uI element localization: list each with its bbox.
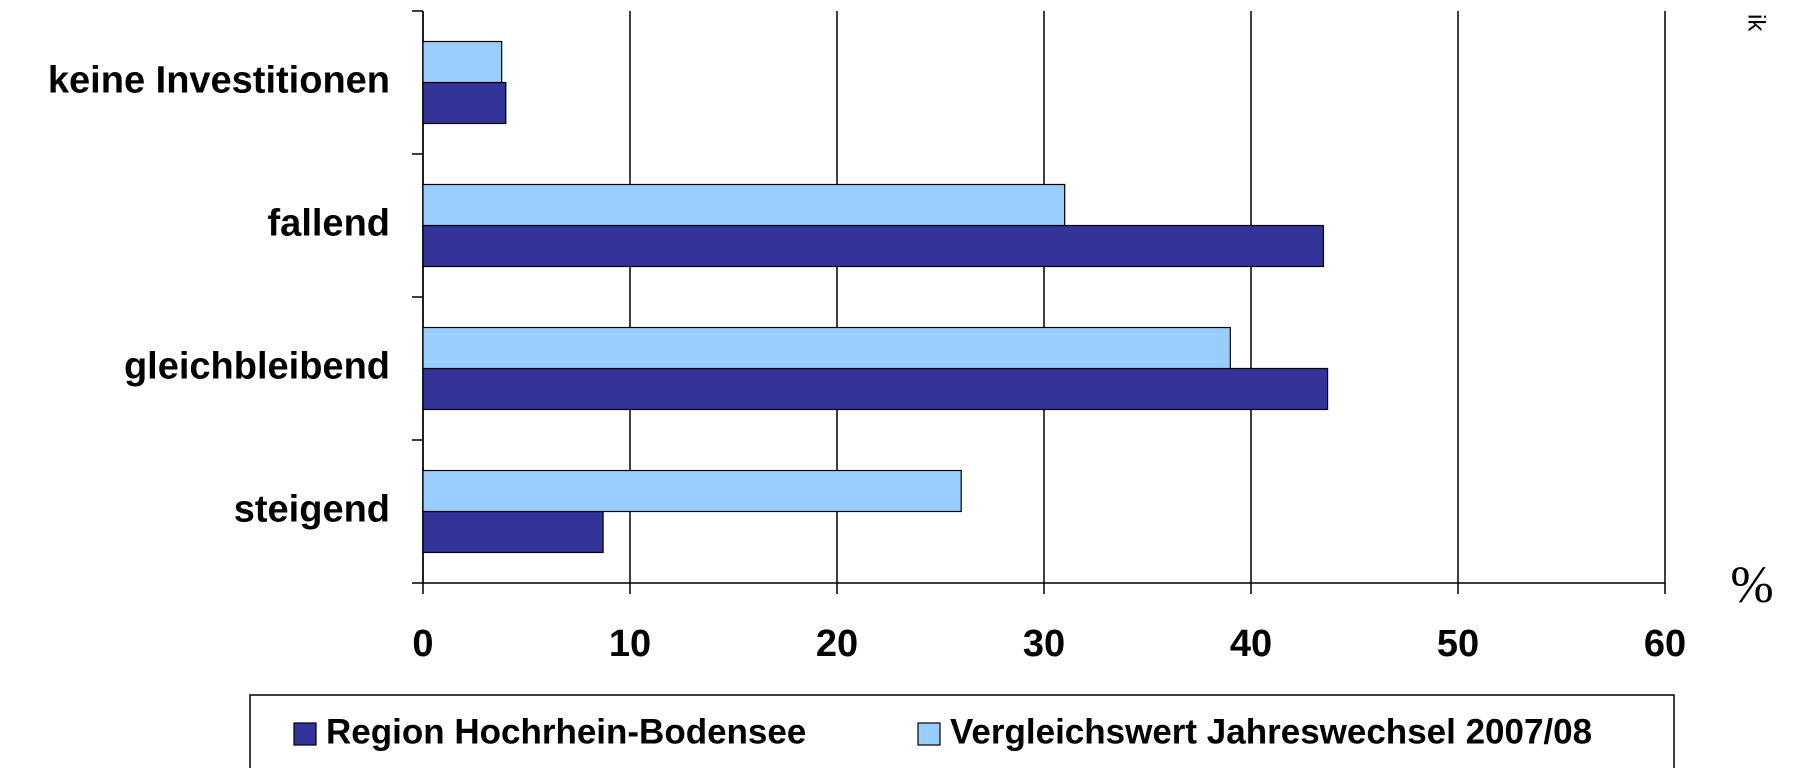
- bar: [422, 81, 507, 125]
- bar: [422, 326, 1231, 370]
- x-tick-label: 0: [412, 623, 433, 665]
- legend-label: Region Hochrhein-Bodensee: [326, 712, 806, 751]
- bar: [422, 367, 1329, 411]
- x-tick-label: 10: [609, 623, 651, 665]
- y-tick-label: keine Investitionen: [48, 60, 390, 102]
- y-tick-label: fallend: [268, 203, 390, 245]
- x-tick-label: 40: [1230, 623, 1272, 665]
- bar: [422, 469, 962, 513]
- y-tick-label: gleichbleibend: [124, 346, 390, 388]
- legend-swatch: [917, 722, 941, 746]
- bar: [422, 224, 1325, 268]
- x-unit: %: [1730, 557, 1773, 614]
- x-tick-label: 20: [816, 623, 858, 665]
- x-tick-label: 30: [1023, 623, 1065, 665]
- legend-box: [249, 694, 1675, 768]
- legend-label: Vergleichswert Jahreswechsel 2007/08: [950, 712, 1592, 751]
- bar: [422, 183, 1066, 227]
- annotation: ik: [1743, 14, 1770, 32]
- bar: [422, 510, 604, 554]
- bar: [422, 40, 503, 84]
- legend-swatch: [293, 722, 317, 746]
- x-tick-label: 60: [1644, 623, 1686, 665]
- y-tick-label: steigend: [234, 489, 390, 531]
- x-tick-label: 50: [1437, 623, 1479, 665]
